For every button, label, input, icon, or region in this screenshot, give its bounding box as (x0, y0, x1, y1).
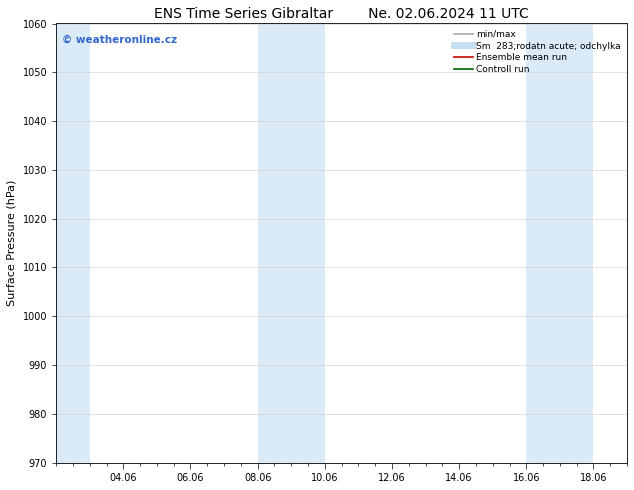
Legend: min/max, Sm  283;rodatn acute; odchylka, Ensemble mean run, Controll run: min/max, Sm 283;rodatn acute; odchylka, … (453, 28, 623, 76)
Y-axis label: Surface Pressure (hPa): Surface Pressure (hPa) (7, 180, 17, 306)
Text: © weatheronline.cz: © weatheronline.cz (62, 34, 177, 45)
Bar (56, 24, 90, 463)
Title: ENS Time Series Gibraltar        Ne. 02.06.2024 11 UTC: ENS Time Series Gibraltar Ne. 02.06.2024… (154, 7, 529, 21)
Bar (526, 24, 593, 463)
Bar (257, 24, 325, 463)
